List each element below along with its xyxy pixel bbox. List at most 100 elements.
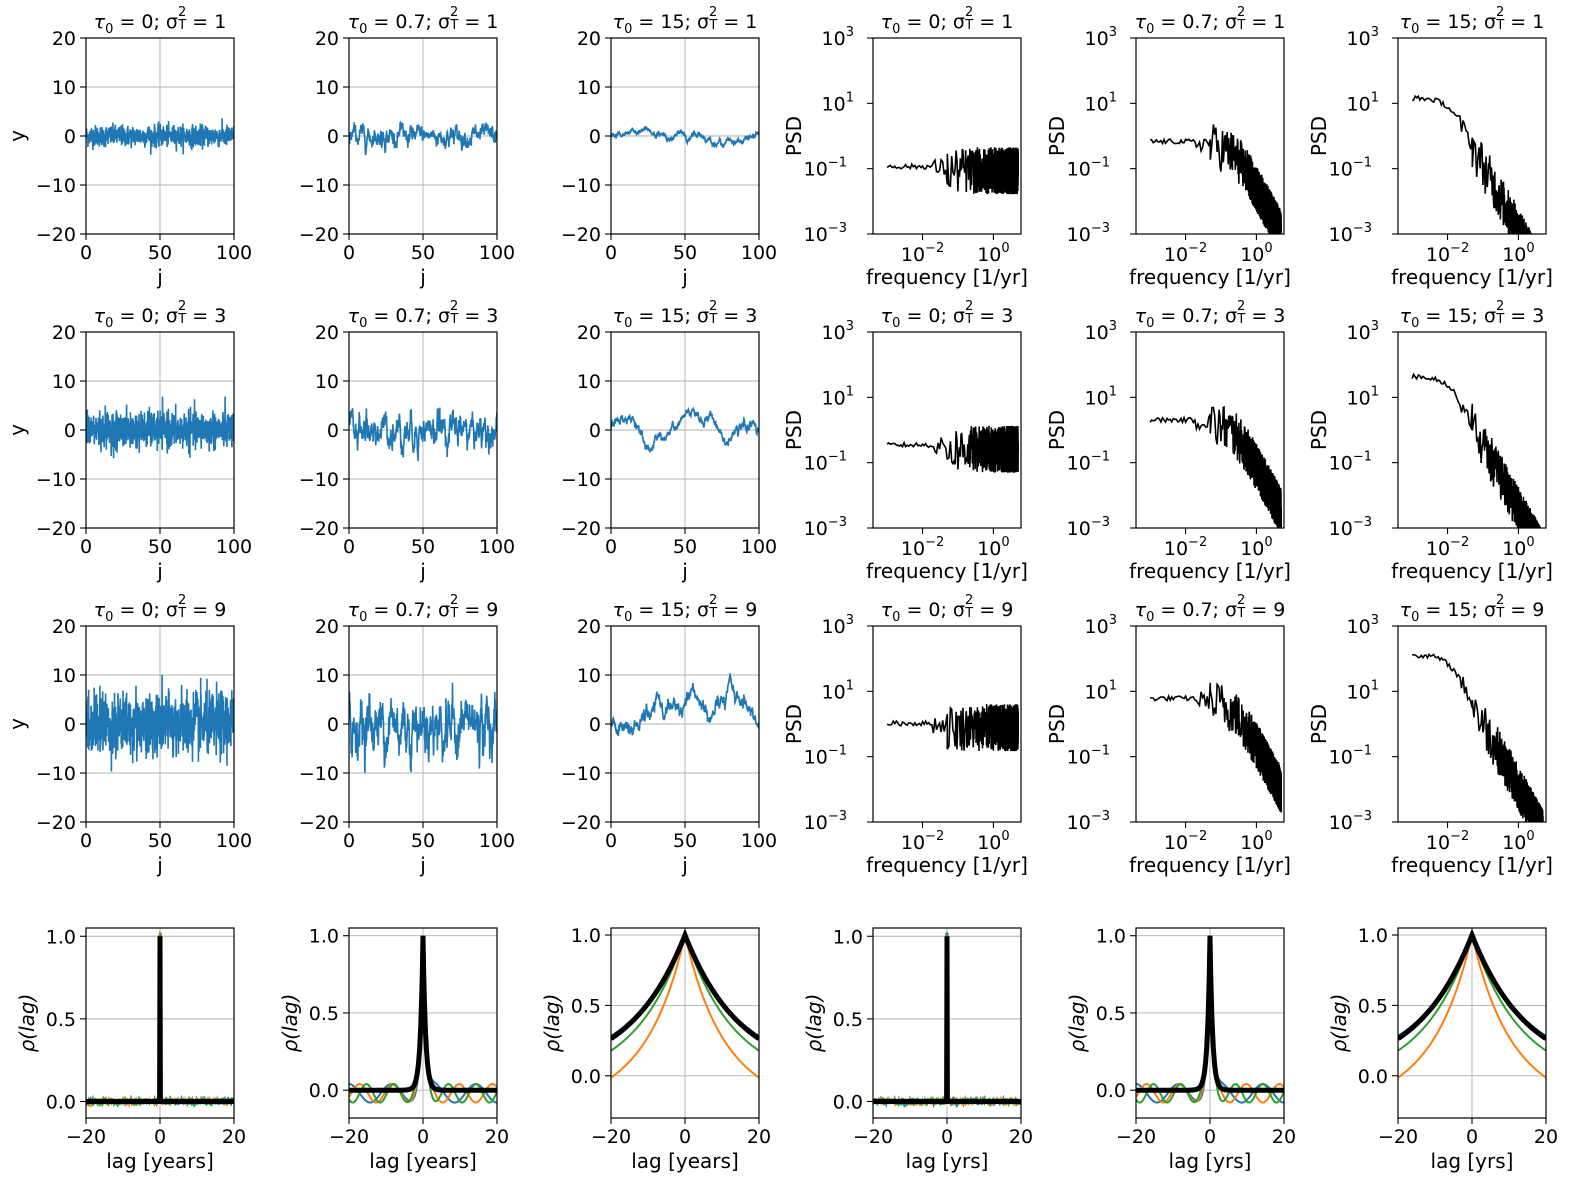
y-tick-label: 10 — [315, 665, 339, 687]
title-part: = 1 — [186, 11, 226, 33]
x-tick-label: 100 — [741, 242, 777, 264]
y-tick-label: 101 — [1347, 678, 1379, 703]
title-part: T — [708, 312, 717, 327]
title-part: τ — [613, 599, 625, 621]
title-part: 2 — [450, 299, 458, 314]
acf-model-line — [1136, 935, 1284, 1093]
y-tick-label: 103 — [822, 319, 854, 344]
axes-frame — [1397, 625, 1547, 823]
x-tick-label: 50 — [148, 536, 172, 558]
acf-model-line — [611, 928, 759, 1041]
y-tick-label: 10−1 — [804, 450, 847, 475]
title-part: 0 — [1411, 22, 1419, 37]
tick-exp: −1 — [1353, 450, 1372, 465]
tick-base: 10 — [822, 681, 846, 703]
y-tick-label: −10 — [299, 469, 339, 491]
x-axis-label: j — [419, 853, 426, 877]
tick-exp: −1 — [1353, 744, 1372, 759]
panel-title: τ0 = 0; σ2 T = 9 — [94, 593, 227, 625]
psd-line — [1149, 124, 1282, 234]
tick-base: 10 — [901, 832, 925, 854]
tick-exp: −2 — [925, 241, 944, 256]
title-part: τ — [881, 305, 893, 327]
y-tick-label: −20 — [561, 518, 601, 540]
tick-base: 10 — [977, 244, 1001, 266]
x-tick-label: 50 — [673, 536, 697, 558]
title-part: 0 — [1411, 316, 1419, 331]
y-tick-label: 10−3 — [804, 221, 847, 246]
tick-exp: −3 — [1353, 515, 1372, 530]
axes-frame — [872, 331, 1022, 529]
title-part: 2 — [1496, 299, 1504, 314]
title-part: 0 — [105, 610, 113, 625]
axes-frame — [610, 37, 760, 235]
tick-exp: −2 — [1450, 535, 1469, 550]
y-tick-label: −10 — [561, 469, 601, 491]
tick-exp: −3 — [828, 809, 847, 824]
y-tick-label: 101 — [1085, 90, 1117, 115]
y-tick-label: 0 — [589, 126, 601, 148]
psd-line — [886, 147, 1019, 195]
y-axis-label: PSD — [1045, 704, 1069, 744]
panel-title: τ0 = 0; σ2 T = 9 — [881, 593, 1014, 625]
x-tick-label: 100 — [1502, 241, 1534, 266]
y-tick-label: 0.0 — [309, 1080, 339, 1102]
title-part: = 3 — [186, 305, 226, 327]
x-axis-label: j — [681, 853, 688, 877]
y-tick-label: 0.0 — [46, 1091, 76, 1113]
y-tick-label: 101 — [822, 678, 854, 703]
tick-base: 10 — [1502, 832, 1526, 854]
acf-model-line — [349, 935, 497, 1093]
tick-exp: −2 — [1450, 829, 1469, 844]
y-axis-label: ρ(lag) — [1327, 994, 1351, 1053]
title-part: = 3 — [717, 305, 757, 327]
tick-exp: 1 — [1371, 678, 1379, 693]
x-tick-label: 0 — [605, 242, 617, 264]
y-tick-label: 1.0 — [309, 926, 339, 948]
title-part: = 1 — [1504, 11, 1544, 33]
tick-exp: −1 — [1353, 156, 1372, 171]
x-tick-label: 50 — [673, 830, 697, 852]
x-tick-label: 20 — [1009, 1126, 1033, 1148]
y-tick-label: 10 — [315, 371, 339, 393]
y-tick-label: 0.5 — [1096, 1003, 1126, 1025]
tick-exp: −1 — [1091, 450, 1110, 465]
x-tick-label: 0 — [80, 242, 92, 264]
tick-base: 10 — [1067, 159, 1091, 181]
title-part: τ — [1135, 599, 1147, 621]
title-part: T — [1236, 18, 1245, 33]
tick-exp: −3 — [1353, 809, 1372, 824]
series-line — [349, 407, 497, 462]
x-tick-label: 50 — [148, 830, 172, 852]
x-tick-label: 10−2 — [901, 241, 944, 266]
panel-title: τ0 = 0.7; σ2 T = 9 — [1135, 593, 1286, 625]
y-tick-label: 0 — [327, 714, 339, 736]
title-part: = 3 — [1245, 305, 1285, 327]
y-axis-label: PSD — [1045, 116, 1069, 156]
title-part: = 9 — [186, 599, 226, 621]
x-tick-label: 0 — [941, 1126, 953, 1148]
series-line — [611, 673, 759, 737]
tick-base: 10 — [1329, 812, 1353, 834]
axes-frame — [1135, 37, 1285, 235]
title-part: = 0; σ — [113, 11, 178, 33]
title-part: 0 — [1146, 610, 1154, 625]
y-tick-label: 101 — [1085, 678, 1117, 703]
title-part: 0 — [1411, 610, 1419, 625]
title-part: 2 — [709, 5, 717, 20]
y-tick-label: 20 — [577, 28, 601, 50]
y-tick-label: −10 — [561, 763, 601, 785]
title-part: 2 — [1496, 593, 1504, 608]
tick-base: 10 — [1067, 224, 1091, 246]
x-tick-label: 100 — [977, 241, 1009, 266]
y-tick-label: 10−3 — [804, 515, 847, 540]
title-part: τ — [348, 599, 360, 621]
tick-exp: 3 — [1371, 613, 1379, 628]
tick-exp: −2 — [1188, 241, 1207, 256]
panel-acf-r3c4: lag [yrs] ρ(lag) −20 0 20 1.0 0.5 0.0 — [1065, 926, 1296, 1173]
tick-exp: −2 — [1188, 829, 1207, 844]
tick-exp: −2 — [1450, 241, 1469, 256]
